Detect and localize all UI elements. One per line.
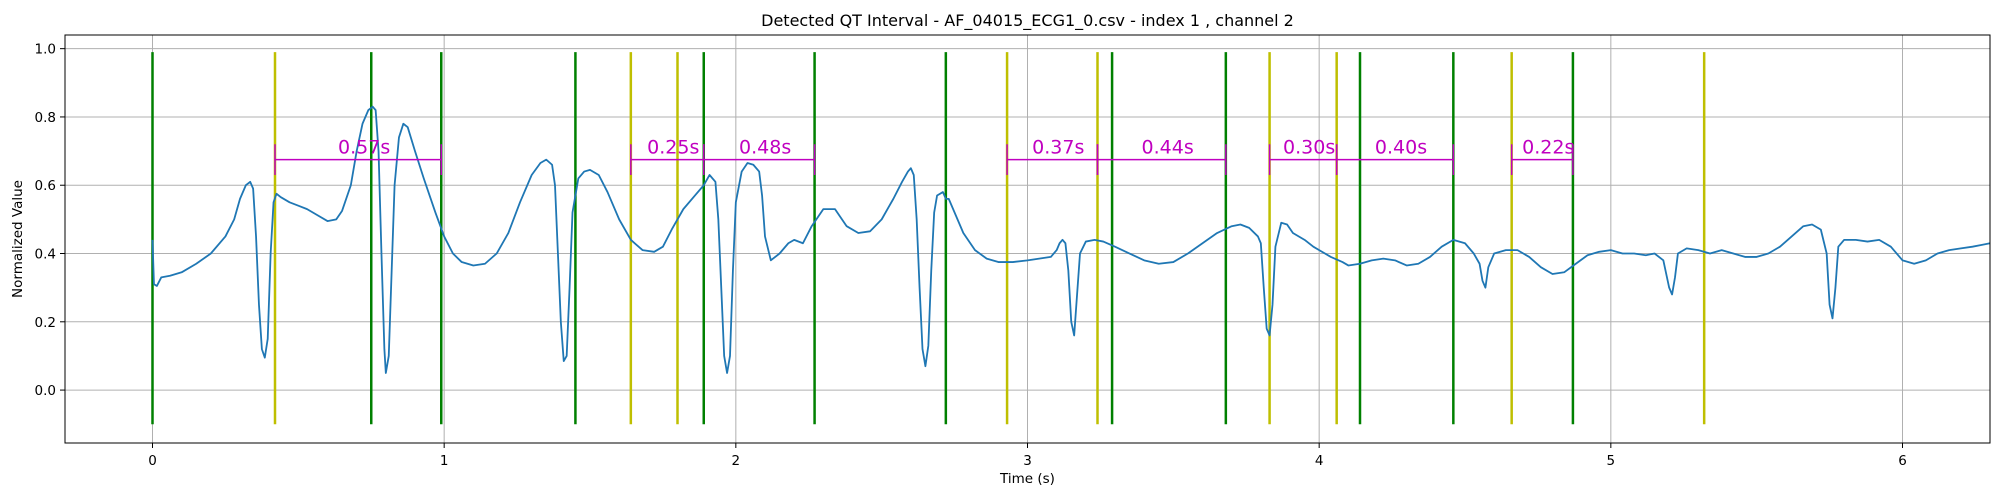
qt-interval: 0.48s xyxy=(703,137,816,175)
x-tick-label: 0 xyxy=(148,453,157,469)
qt-interval-label: 0.44s xyxy=(1142,137,1194,159)
x-tick-label: 6 xyxy=(1898,453,1907,469)
qt-interval-label: 0.22s xyxy=(1522,137,1574,159)
x-tick-label: 2 xyxy=(732,453,741,469)
qt-interval-label: 0.25s xyxy=(647,137,699,159)
x-tick-label: 3 xyxy=(1023,453,1032,469)
ecg-signal-line xyxy=(151,105,1991,374)
event-markers xyxy=(151,52,1706,425)
y-tick-label: 0.6 xyxy=(35,178,56,194)
qt-interval: 0.44s xyxy=(1096,137,1227,175)
y-tick-label: 0.2 xyxy=(35,315,56,331)
grid xyxy=(65,35,1990,443)
y-tick-label: 0.8 xyxy=(35,110,56,126)
qt-interval: 0.40s xyxy=(1335,137,1455,175)
qt-interval-label: 0.48s xyxy=(739,137,791,159)
qt-interval-label: 0.37s xyxy=(1032,137,1084,159)
y-tick-label: 0.4 xyxy=(35,247,56,263)
qt-intervals: 0.57s 0.25s 0.48s 0.37s 0.44s 0.30s 0.40s 0.22s xyxy=(274,137,1574,175)
qt-interval-label: 0.40s xyxy=(1375,137,1427,159)
x-tick-label: 1 xyxy=(440,453,449,469)
y-tick-label: 1.0 xyxy=(35,42,56,58)
y-tick-label: 0.0 xyxy=(35,383,56,399)
qt-interval: 0.37s xyxy=(1006,137,1099,175)
axis-ticks: 0 1 2 3 4 5 6 0.0 0.2 0.4 0.6 0.8 1.0 xyxy=(35,42,1907,469)
x-tick-label: 5 xyxy=(1607,453,1616,469)
y-axis-label: Normalized Value xyxy=(10,180,26,298)
x-axis-label: Time (s) xyxy=(999,471,1055,487)
x-tick-label: 4 xyxy=(1315,453,1324,469)
qt-interval: 0.57s xyxy=(274,137,442,175)
qt-interval-label: 0.30s xyxy=(1283,137,1335,159)
signal-layer xyxy=(151,105,1991,374)
qt-interval-label: 0.57s xyxy=(338,137,390,159)
qt-interval: 0.22s xyxy=(1510,137,1574,175)
chart-title: Detected QT Interval - AF_04015_ECG1_0.c… xyxy=(761,11,1294,31)
